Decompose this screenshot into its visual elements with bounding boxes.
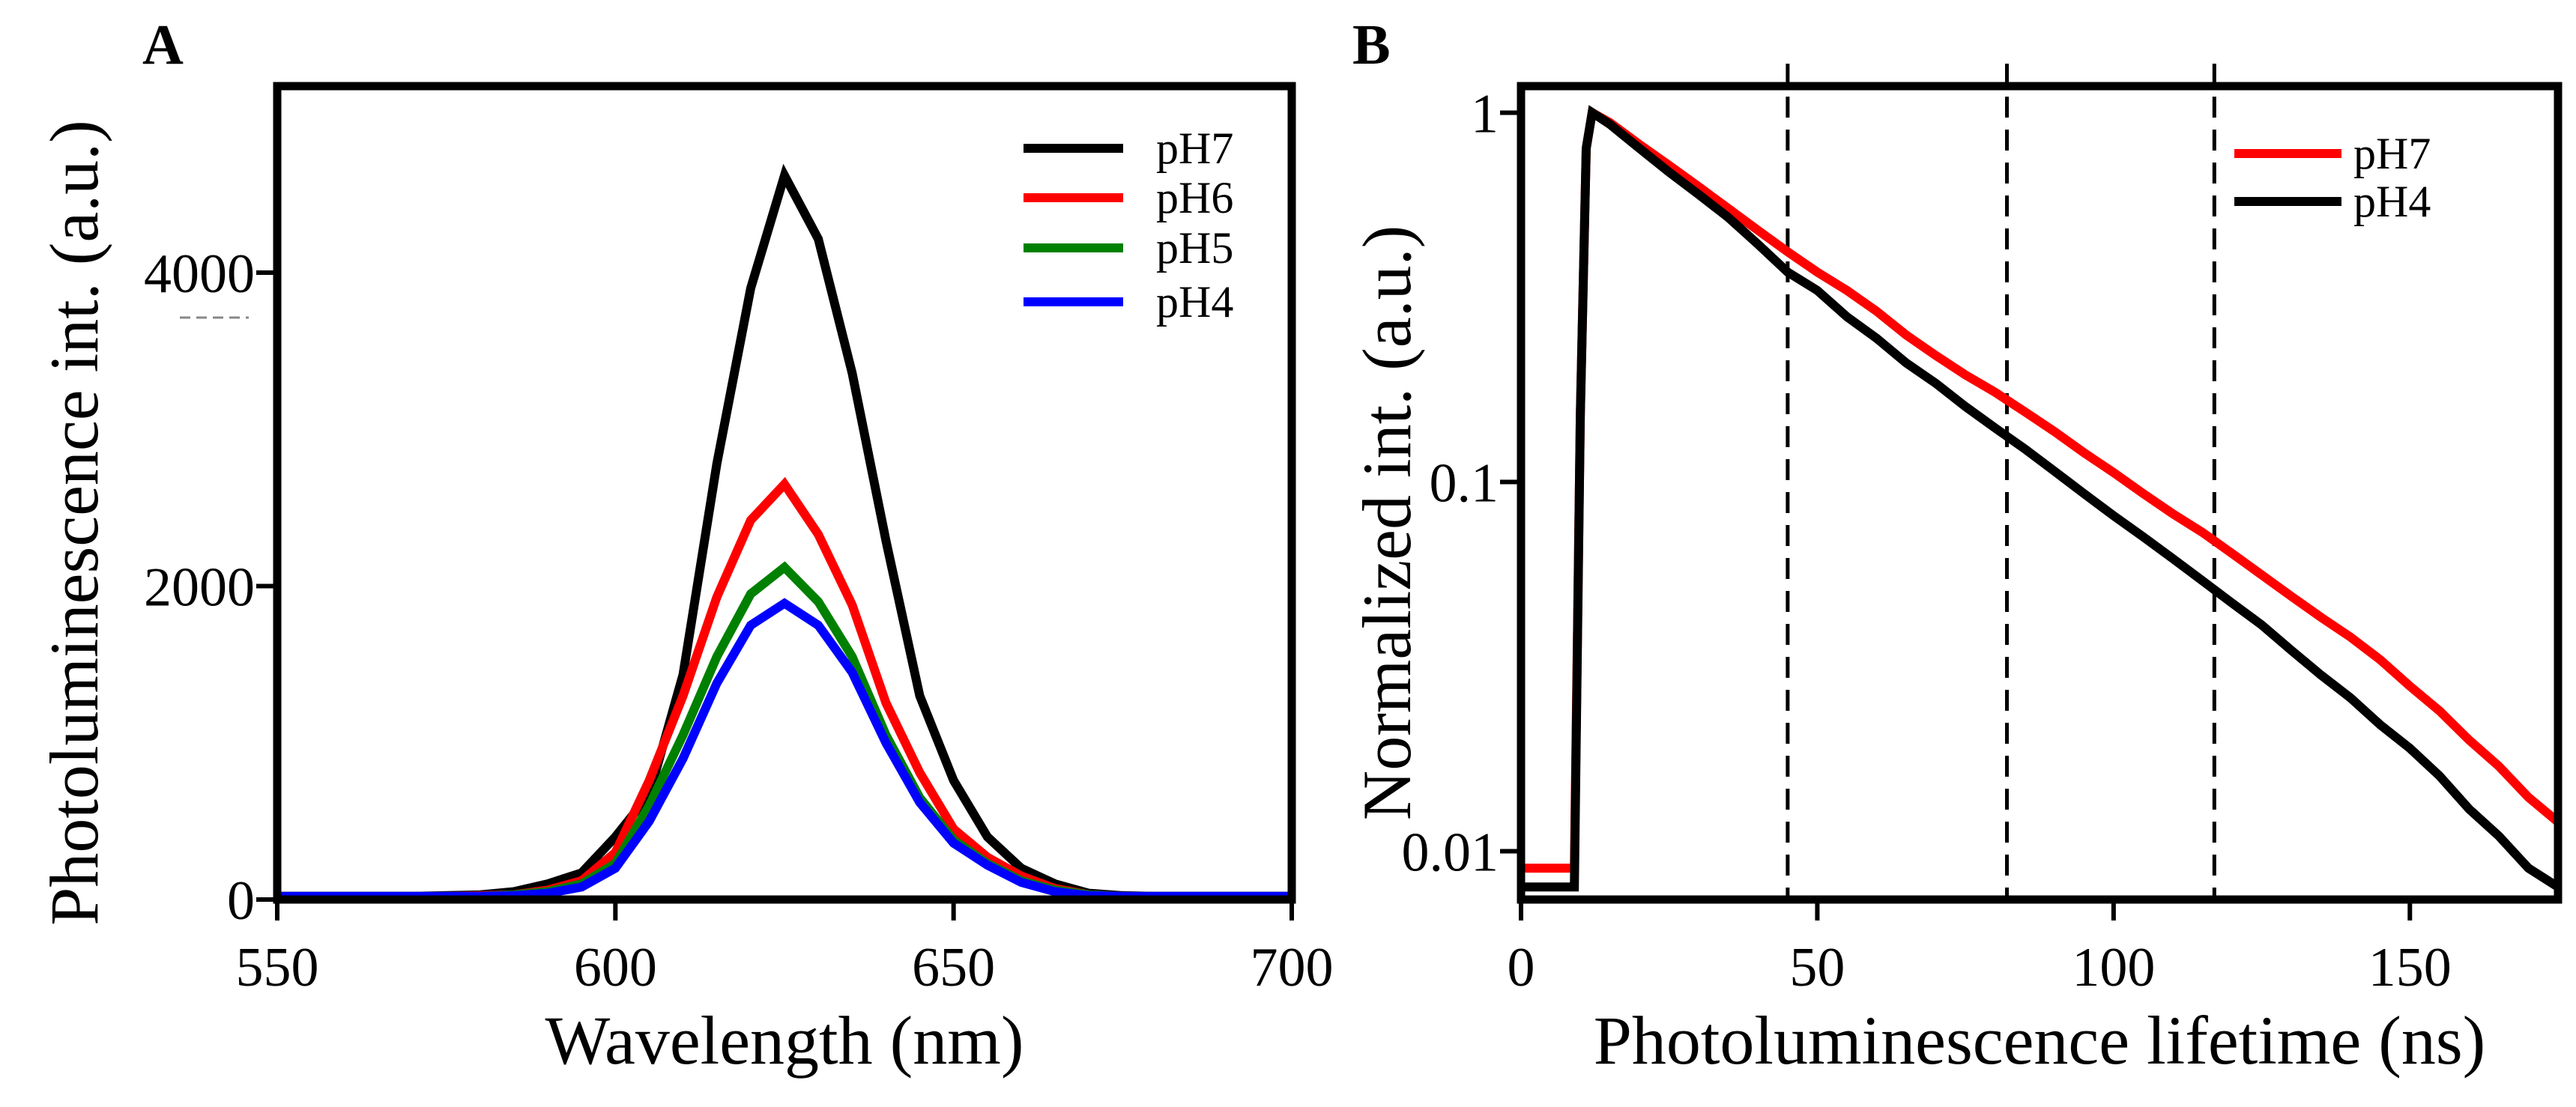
x-tick-label: 600	[574, 937, 657, 998]
y-tick-label: 0.1	[1430, 452, 1499, 514]
plot-frame	[1517, 82, 2563, 904]
series-line-ph4	[277, 598, 1292, 900]
panel-label: A	[142, 13, 184, 76]
y-axis-label: Normalized int. (a.u.)	[1349, 225, 1425, 821]
legend-label: pH4	[1156, 277, 1233, 327]
x-tick-label: 0	[1508, 937, 1535, 998]
y-tick-label: 0	[227, 870, 255, 932]
x-tick-label: 650	[912, 937, 995, 998]
y-tick-label: 1	[1471, 83, 1499, 145]
x-axis-label: Wavelength (nm)	[545, 1002, 1024, 1079]
legend-label: pH7	[1156, 124, 1233, 173]
legend-label: pH5	[1156, 223, 1233, 273]
plot-frame	[273, 82, 1296, 904]
x-tick-label: 550	[236, 937, 319, 998]
x-tick-label: 100	[2072, 937, 2155, 998]
panel-label: B	[1352, 13, 1391, 76]
y-axis-label: Photoluminescence int. (a.u.)	[36, 120, 112, 926]
y-tick-label: 2000	[144, 557, 255, 619]
legend-label: pH4	[2353, 177, 2431, 226]
series-line-ph5	[277, 561, 1292, 900]
legend-label: pH7	[2353, 129, 2431, 178]
y-tick-label: 4000	[144, 243, 255, 305]
series-line-ph7	[277, 163, 1292, 900]
x-axis-label: Photoluminescence lifetime (ns)	[1594, 1002, 2486, 1079]
series-line-ph6	[277, 476, 1292, 900]
series-line-ph4	[1521, 105, 2558, 892]
y-tick-label: 0.01	[1402, 822, 1499, 884]
x-tick-label: 50	[1789, 937, 1845, 998]
legend-label: pH6	[1156, 173, 1233, 222]
x-tick-label: 150	[2368, 937, 2452, 998]
x-tick-label: 700	[1251, 937, 1334, 998]
